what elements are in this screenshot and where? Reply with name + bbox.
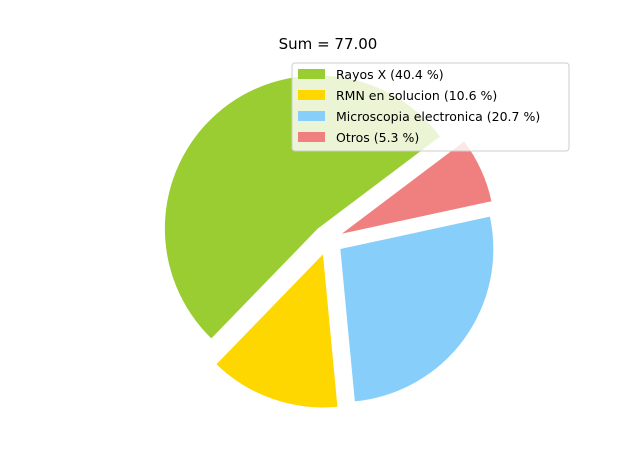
legend-label-3: Microscopia electronica (20.7 %)	[336, 109, 540, 124]
legend-swatch-4	[298, 132, 325, 142]
legend-frame	[291, 62, 570, 152]
legend-swatch-2	[298, 90, 325, 100]
legend-label-4: Otros (5.3 %)	[336, 130, 419, 145]
legend-label-1: Rayos X (40.4 %)	[336, 67, 444, 82]
legend-label-2: RMN en solucion (10.6 %)	[336, 88, 497, 103]
legend-swatch-3	[298, 111, 325, 121]
pie-slice-4	[341, 141, 492, 234]
legend: Rayos X (40.4 %) RMN en solucion (10.6 %)…	[291, 62, 570, 152]
chart-title: Sum = 77.00	[279, 35, 378, 53]
legend-swatch-1	[298, 69, 325, 79]
pie-slice-2	[216, 254, 338, 408]
pie-slice-3	[340, 216, 494, 402]
